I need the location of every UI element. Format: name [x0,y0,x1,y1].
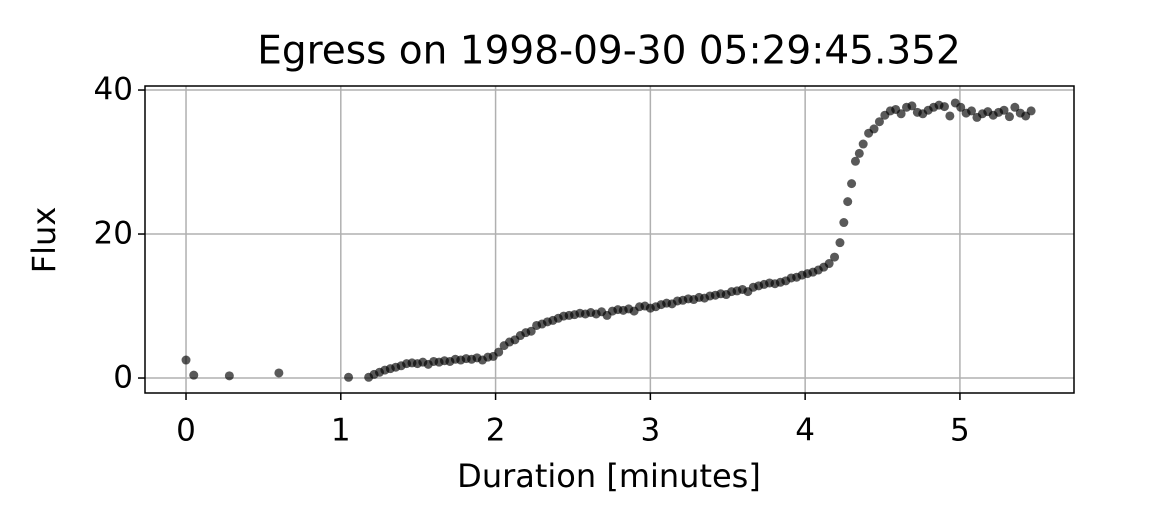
y-axis-label: Flux [25,207,63,274]
x-tick-label: 2 [486,413,506,449]
x-tick-label: 0 [176,413,196,449]
data-point [843,197,853,207]
data-point [835,238,845,248]
data-point [189,370,199,380]
y-tick-label: 20 [94,216,133,252]
data-point [907,101,917,111]
data-point [494,347,504,357]
data-point [181,355,191,365]
data-point [847,179,857,189]
data-point [839,218,849,228]
data-point [858,139,868,149]
plot-frame [144,85,1075,394]
data-point [967,106,977,116]
data-point [874,117,884,127]
data-point [939,102,949,112]
y-tick-label: 0 [113,360,133,396]
data-point [1026,106,1036,116]
data-point [956,102,966,112]
data-point [526,326,536,336]
data-point [1004,112,1014,122]
data-point [896,109,906,119]
x-tick-label: 4 [795,413,815,449]
data-point [945,111,955,121]
x-tick-label: 5 [950,413,970,449]
x-tick-label: 3 [640,413,660,449]
y-tick-label: 40 [94,72,133,108]
data-point [344,372,354,382]
data-point [274,368,284,378]
data-point [1010,102,1020,112]
x-axis-label: Duration [minutes] [457,457,761,495]
data-point [830,252,840,262]
data-point [824,259,834,269]
x-tick-label: 1 [331,413,351,449]
chart-title: Egress on 1998-09-30 05:29:45.352 [257,29,961,74]
data-point [224,371,234,381]
data-point [869,124,879,134]
data-point [999,105,1009,115]
data-point [854,148,864,158]
data-point [850,156,860,166]
